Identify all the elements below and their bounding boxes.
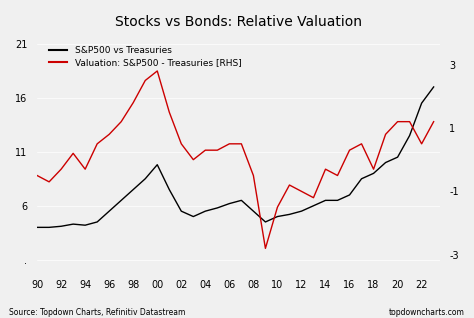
Valuation: S&P500 - Treasuries [RHS]: (2.01e+03, 0.5): S&P500 - Treasuries [RHS]: (2.01e+03, 0.… xyxy=(238,142,244,146)
Title: Stocks vs Bonds: Relative Valuation: Stocks vs Bonds: Relative Valuation xyxy=(115,15,362,29)
Valuation: S&P500 - Treasuries [RHS]: (2e+03, 0.5): S&P500 - Treasuries [RHS]: (2e+03, 0.5) xyxy=(94,142,100,146)
S&P500 vs Treasuries xyxy=(371,171,376,175)
Valuation: S&P500 - Treasuries [RHS]: (1.99e+03, -0.3): S&P500 - Treasuries [RHS]: (1.99e+03, -0… xyxy=(82,167,88,171)
S&P500 vs Treasuries xyxy=(263,220,268,224)
Line: S&P500 vs Treasuries: S&P500 vs Treasuries xyxy=(37,87,434,227)
Valuation: S&P500 - Treasuries [RHS]: (2.02e+03, 0.3): S&P500 - Treasuries [RHS]: (2.02e+03, 0.… xyxy=(346,148,352,152)
Valuation: S&P500 - Treasuries [RHS]: (2.01e+03, -1): S&P500 - Treasuries [RHS]: (2.01e+03, -1… xyxy=(299,190,304,193)
Valuation: S&P500 - Treasuries [RHS]: (2.01e+03, -0.8): S&P500 - Treasuries [RHS]: (2.01e+03, -0… xyxy=(287,183,292,187)
Valuation: S&P500 - Treasuries [RHS]: (2e+03, 0.3): S&P500 - Treasuries [RHS]: (2e+03, 0.3) xyxy=(215,148,220,152)
S&P500 vs Treasuries xyxy=(82,223,88,227)
Valuation: S&P500 - Treasuries [RHS]: (2.02e+03, 1.2): S&P500 - Treasuries [RHS]: (2.02e+03, 1.… xyxy=(407,120,412,124)
S&P500 vs Treasuries xyxy=(274,215,280,218)
Valuation: S&P500 - Treasuries [RHS]: (2.02e+03, 1.2): S&P500 - Treasuries [RHS]: (2.02e+03, 1.… xyxy=(395,120,401,124)
S&P500 vs Treasuries xyxy=(395,155,401,159)
Valuation: S&P500 - Treasuries [RHS]: (2.02e+03, 0.8): S&P500 - Treasuries [RHS]: (2.02e+03, 0.… xyxy=(383,132,388,136)
Text: topdowncharts.com: topdowncharts.com xyxy=(389,308,465,317)
S&P500 vs Treasuries xyxy=(359,177,365,181)
S&P500 vs Treasuries xyxy=(166,188,172,191)
S&P500 vs Treasuries xyxy=(238,198,244,202)
S&P500 vs Treasuries xyxy=(323,198,328,202)
Valuation: S&P500 - Treasuries [RHS]: (2e+03, 1.2): S&P500 - Treasuries [RHS]: (2e+03, 1.2) xyxy=(118,120,124,124)
S&P500 vs Treasuries xyxy=(58,225,64,228)
S&P500 vs Treasuries xyxy=(419,101,425,105)
Valuation: S&P500 - Treasuries [RHS]: (2e+03, 0.3): S&P500 - Treasuries [RHS]: (2e+03, 0.3) xyxy=(202,148,208,152)
S&P500 vs Treasuries xyxy=(346,193,352,197)
Valuation: S&P500 - Treasuries [RHS]: (2e+03, 2.8): S&P500 - Treasuries [RHS]: (2e+03, 2.8) xyxy=(155,69,160,73)
Valuation: S&P500 - Treasuries [RHS]: (2e+03, 1.5): S&P500 - Treasuries [RHS]: (2e+03, 1.5) xyxy=(166,110,172,114)
S&P500 vs Treasuries xyxy=(142,177,148,181)
Valuation: S&P500 - Treasuries [RHS]: (1.99e+03, 0.2): S&P500 - Treasuries [RHS]: (1.99e+03, 0.… xyxy=(70,151,76,155)
Valuation: S&P500 - Treasuries [RHS]: (1.99e+03, -0.3): S&P500 - Treasuries [RHS]: (1.99e+03, -0… xyxy=(58,167,64,171)
S&P500 vs Treasuries xyxy=(383,161,388,164)
Valuation: S&P500 - Treasuries [RHS]: (2e+03, 0.5): S&P500 - Treasuries [RHS]: (2e+03, 0.5) xyxy=(178,142,184,146)
S&P500 vs Treasuries xyxy=(299,209,304,213)
Text: Source: Topdown Charts, Refinitiv Datastream: Source: Topdown Charts, Refinitiv Datast… xyxy=(9,308,186,317)
S&P500 vs Treasuries xyxy=(46,225,52,229)
S&P500 vs Treasuries xyxy=(251,209,256,213)
Valuation: S&P500 - Treasuries [RHS]: (2.01e+03, 0.5): S&P500 - Treasuries [RHS]: (2.01e+03, 0.… xyxy=(227,142,232,146)
Valuation: S&P500 - Treasuries [RHS]: (2.01e+03, -0.5): S&P500 - Treasuries [RHS]: (2.01e+03, -0… xyxy=(251,174,256,177)
Valuation: S&P500 - Treasuries [RHS]: (2.02e+03, 1.2): S&P500 - Treasuries [RHS]: (2.02e+03, 1.… xyxy=(431,120,437,124)
S&P500 vs Treasuries xyxy=(155,163,160,167)
Valuation: S&P500 - Treasuries [RHS]: (2e+03, 2.5): S&P500 - Treasuries [RHS]: (2e+03, 2.5) xyxy=(142,79,148,82)
S&P500 vs Treasuries xyxy=(70,222,76,226)
S&P500 vs Treasuries xyxy=(202,209,208,213)
S&P500 vs Treasuries xyxy=(130,188,136,191)
S&P500 vs Treasuries xyxy=(335,198,340,202)
S&P500 vs Treasuries xyxy=(34,225,40,229)
Valuation: S&P500 - Treasuries [RHS]: (2.02e+03, 0.5): S&P500 - Treasuries [RHS]: (2.02e+03, 0.… xyxy=(419,142,425,146)
S&P500 vs Treasuries xyxy=(431,85,437,89)
Valuation: S&P500 - Treasuries [RHS]: (2.01e+03, -0.3): S&P500 - Treasuries [RHS]: (2.01e+03, -0… xyxy=(323,167,328,171)
S&P500 vs Treasuries xyxy=(227,202,232,205)
Valuation: S&P500 - Treasuries [RHS]: (2.02e+03, 0.5): S&P500 - Treasuries [RHS]: (2.02e+03, 0.… xyxy=(359,142,365,146)
S&P500 vs Treasuries xyxy=(94,220,100,224)
S&P500 vs Treasuries xyxy=(407,134,412,137)
Valuation: S&P500 - Treasuries [RHS]: (2.02e+03, -0.3): S&P500 - Treasuries [RHS]: (2.02e+03, -0… xyxy=(371,167,376,171)
S&P500 vs Treasuries xyxy=(106,209,112,213)
Valuation: S&P500 - Treasuries [RHS]: (2.01e+03, -2.8): S&P500 - Treasuries [RHS]: (2.01e+03, -2… xyxy=(263,246,268,250)
S&P500 vs Treasuries xyxy=(215,206,220,210)
Legend: S&P500 vs Treasuries, Valuation: S&P500 - Treasuries [RHS]: S&P500 vs Treasuries, Valuation: S&P500 … xyxy=(46,42,245,71)
S&P500 vs Treasuries xyxy=(287,212,292,216)
Valuation: S&P500 - Treasuries [RHS]: (2e+03, 0.8): S&P500 - Treasuries [RHS]: (2e+03, 0.8) xyxy=(106,132,112,136)
S&P500 vs Treasuries xyxy=(118,198,124,202)
Valuation: S&P500 - Treasuries [RHS]: (2.01e+03, -1.2): S&P500 - Treasuries [RHS]: (2.01e+03, -1… xyxy=(310,196,316,200)
Valuation: S&P500 - Treasuries [RHS]: (2e+03, 0): S&P500 - Treasuries [RHS]: (2e+03, 0) xyxy=(191,158,196,162)
Line: Valuation: S&P500 - Treasuries [RHS]: Valuation: S&P500 - Treasuries [RHS] xyxy=(37,71,434,248)
Valuation: S&P500 - Treasuries [RHS]: (1.99e+03, -0.7): S&P500 - Treasuries [RHS]: (1.99e+03, -0… xyxy=(46,180,52,184)
Valuation: S&P500 - Treasuries [RHS]: (2.01e+03, -1.5): S&P500 - Treasuries [RHS]: (2.01e+03, -1… xyxy=(274,205,280,209)
Valuation: S&P500 - Treasuries [RHS]: (2.02e+03, -0.5): S&P500 - Treasuries [RHS]: (2.02e+03, -0… xyxy=(335,174,340,177)
S&P500 vs Treasuries xyxy=(191,215,196,218)
S&P500 vs Treasuries xyxy=(310,204,316,208)
Valuation: S&P500 - Treasuries [RHS]: (2e+03, 1.8): S&P500 - Treasuries [RHS]: (2e+03, 1.8) xyxy=(130,101,136,105)
S&P500 vs Treasuries xyxy=(178,209,184,213)
Valuation: S&P500 - Treasuries [RHS]: (1.99e+03, -0.5): S&P500 - Treasuries [RHS]: (1.99e+03, -0… xyxy=(34,174,40,177)
